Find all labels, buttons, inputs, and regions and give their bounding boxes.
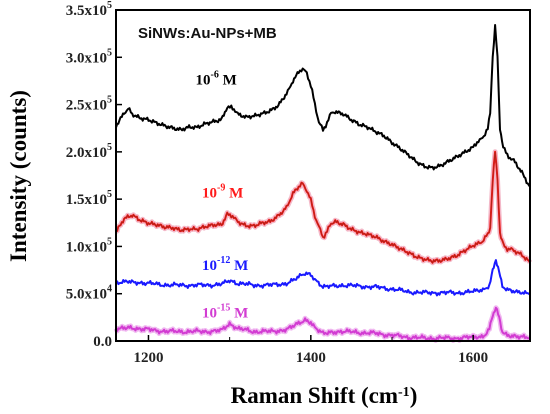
series-label-10-9-m: 10-9 M bbox=[202, 182, 243, 201]
series-halo-10-9-m bbox=[114, 149, 533, 266]
y-tick-label: 3.0x105 bbox=[66, 47, 112, 66]
x-axis-title-sup: -1 bbox=[398, 385, 410, 400]
x-axis-ticks: 1200 1400 1600 bbox=[133, 335, 488, 366]
x-axis-title-main: Raman Shift (cm bbox=[231, 383, 398, 408]
chart-title: SiNWs:Au-NPs+MB bbox=[138, 25, 277, 42]
y-tick-label: 5.0x104 bbox=[66, 284, 112, 303]
series-label-10-15-m: 10-15 M bbox=[202, 302, 248, 321]
series-halo-10-15-m bbox=[113, 305, 532, 343]
x-tick-label: 1400 bbox=[296, 350, 326, 366]
y-tick-label: 1.0x105 bbox=[66, 236, 112, 255]
series-line-10-12-m bbox=[115, 259, 531, 297]
y-axis-title: Intensity (counts) bbox=[6, 90, 31, 262]
y-axis-ticks: 0.0 5.0x104 1.0x105 1.5x105 2.0x105 2.5x105 3.… bbox=[66, 0, 122, 350]
series-label-10-12-m: 10-12 M bbox=[202, 255, 248, 274]
y-tick-label: 3.5x105 bbox=[66, 0, 112, 19]
series-overlay-10-9-m bbox=[115, 151, 531, 264]
y-tick-label: 1.5x105 bbox=[66, 189, 112, 208]
y-tick-label: 0.0 bbox=[93, 334, 112, 350]
series-label-10-6-m: 10-6 M bbox=[196, 70, 237, 89]
series-line-10-6-m bbox=[115, 24, 531, 188]
x-tick-label: 1200 bbox=[133, 350, 163, 366]
x-axis-title-close: ) bbox=[410, 383, 418, 408]
series-line-10-15-m bbox=[115, 306, 531, 342]
plot-frame bbox=[115, 9, 531, 342]
x-tick-label: 1600 bbox=[458, 350, 488, 366]
x-axis-title: Raman Shift (cm-1) bbox=[231, 383, 418, 408]
y-tick-label: 2.0x105 bbox=[66, 142, 112, 161]
series-group bbox=[113, 24, 533, 343]
series-labels: 10-6 M 10-9 M 10-12 M 10-15 M bbox=[196, 70, 249, 322]
y-tick-label: 2.5x105 bbox=[66, 95, 112, 114]
